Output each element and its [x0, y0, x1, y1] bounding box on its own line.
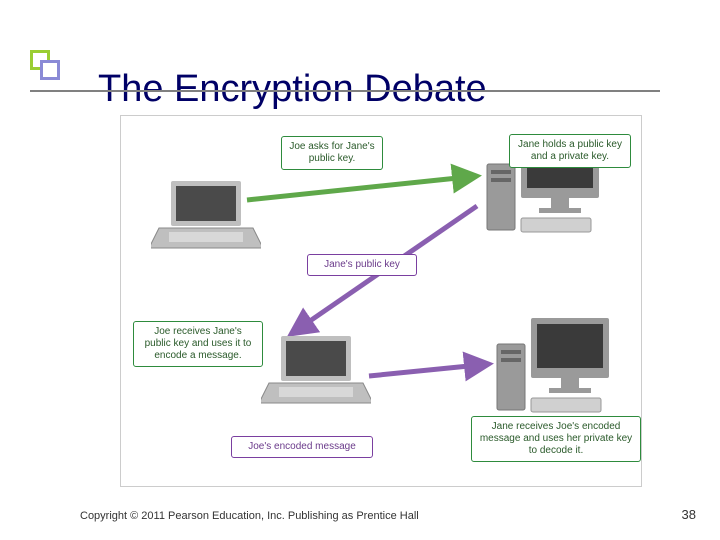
caption-b6: Jane receives Joe's encoded message and …	[471, 416, 641, 462]
encryption-diagram: Joe asks for Jane's public key. Jane hold…	[120, 115, 642, 487]
caption-b5: Joe's encoded message	[231, 436, 373, 458]
laptop1	[151, 176, 261, 261]
desktop-icon	[491, 316, 621, 426]
desktop2	[491, 316, 621, 431]
title-bullet-inner	[40, 60, 60, 80]
page-number: 38	[682, 507, 696, 522]
laptop-icon	[261, 331, 371, 411]
caption-b2: Jane holds a public key and a private ke…	[509, 134, 631, 168]
laptop2	[261, 331, 371, 416]
title-underline	[30, 90, 660, 92]
caption-b1: Joe asks for Jane's public key.	[281, 136, 383, 170]
laptop-icon	[151, 176, 261, 256]
caption-b4: Joe receives Jane's public key and uses …	[133, 321, 263, 367]
copyright-footer: Copyright © 2011 Pearson Education, Inc.…	[80, 510, 419, 522]
arrow-a1	[247, 176, 477, 200]
caption-b3: Jane's public key	[307, 254, 417, 276]
arrow-a3	[369, 364, 489, 376]
